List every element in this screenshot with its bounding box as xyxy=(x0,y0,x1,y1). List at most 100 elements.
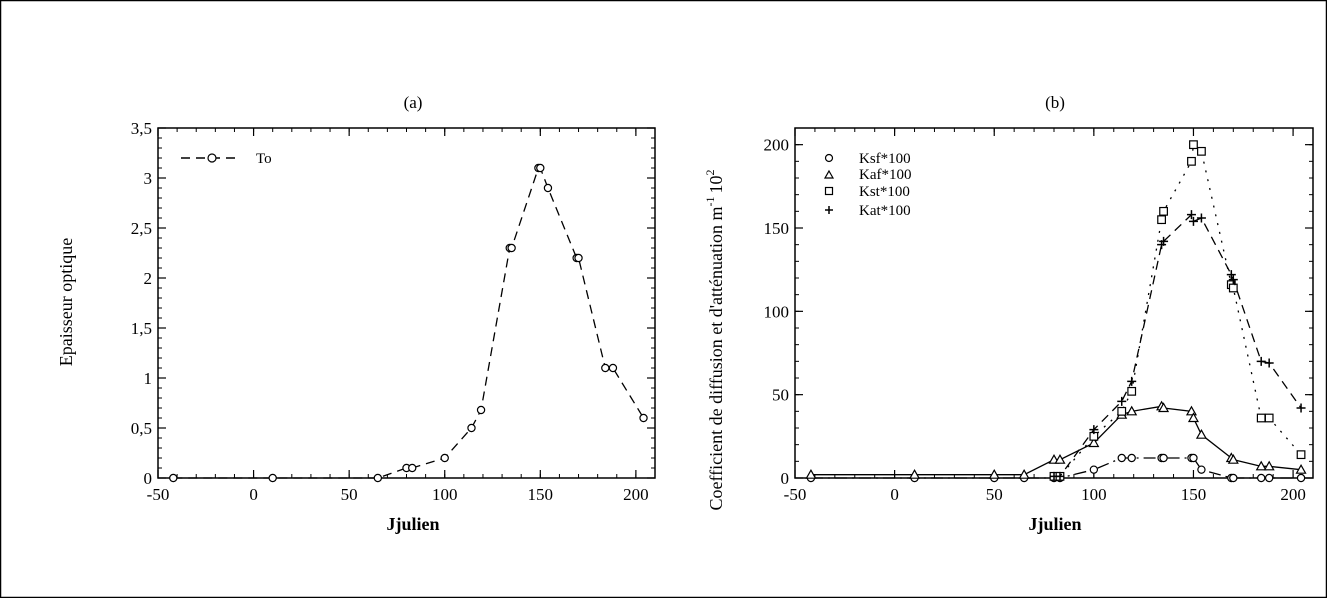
y-tick-label-a: 1 xyxy=(144,369,153,388)
chart-b-y-axis-title: Coefficient de diffusion et d'atténuatio… xyxy=(703,169,726,510)
data-point-ksf-100 xyxy=(1256,473,1266,483)
data-point-kat-100 xyxy=(1264,358,1274,368)
data-point-kaf-100 xyxy=(1195,428,1207,439)
y-tick-label-a: 2 xyxy=(144,269,153,288)
data-point-kaf-100 xyxy=(1018,468,1030,479)
data-point-to xyxy=(601,363,610,373)
data-point-kaf-100 xyxy=(988,468,1000,479)
data-point-ksf-100 xyxy=(1189,453,1198,463)
y-tick-label-b: 100 xyxy=(764,302,790,321)
data-point-kaf-100 xyxy=(1126,405,1138,416)
y-tick-label-b: 200 xyxy=(764,136,790,155)
legend-label-kat: Kat*100 xyxy=(859,203,911,219)
data-point-kaf-100 xyxy=(909,468,921,479)
data-point-kst-100 xyxy=(1296,450,1306,460)
data-point-to xyxy=(639,413,648,423)
legend-marker-to xyxy=(207,153,217,163)
data-point-to xyxy=(536,163,545,173)
data-point-kaf-100 xyxy=(805,468,817,479)
data-point-ksf-100 xyxy=(1296,473,1306,483)
y-tick-label-b: 0 xyxy=(781,469,790,488)
x-tick-label-a: 100 xyxy=(432,485,458,504)
legend-label-to: To xyxy=(256,151,272,167)
legend-marker-kaf xyxy=(823,169,835,179)
data-point-ksf-100 xyxy=(1127,453,1136,463)
y-tick-label-b: 50 xyxy=(772,386,789,405)
y-tick-label-b: 150 xyxy=(764,219,790,238)
chart-panel-b: (b) Jjulien Coefficient de diffusion et … xyxy=(703,93,1314,534)
x-tick-label-b: 100 xyxy=(1081,485,1107,504)
data-point-kst-100 xyxy=(1228,283,1238,293)
x-tick-label-b: 0 xyxy=(890,485,899,504)
data-point-kst-100 xyxy=(1256,413,1266,423)
y-tick-label-a: 0,5 xyxy=(131,419,152,438)
chart-a-y-axis-title: Epaisseur optique xyxy=(56,238,76,366)
data-point-kaf-100 xyxy=(1255,460,1267,471)
data-point-to xyxy=(507,243,516,253)
data-point-kat-100 xyxy=(1196,213,1206,223)
data-point-kst-100 xyxy=(1127,386,1137,396)
x-tick-label-b: 50 xyxy=(986,485,1003,504)
chart-b-y-axis-title-sup-a: -1 xyxy=(703,196,717,206)
data-point-kat-100 xyxy=(1055,471,1065,481)
data-point-ksf-100 xyxy=(1229,473,1238,483)
chart-b-y-axis-title-main: Coefficient de diffusion et d'atténuatio… xyxy=(706,206,726,510)
data-point-kaf-100 xyxy=(1263,460,1275,471)
x-tick-label-b: 150 xyxy=(1181,485,1207,504)
data-point-kaf-100 xyxy=(1295,463,1307,474)
x-tick-label-a: 200 xyxy=(623,485,649,504)
data-point-ksf-100 xyxy=(1117,453,1126,463)
chart-a-x-axis-title: Jjulien xyxy=(386,514,439,534)
data-point-kat-100 xyxy=(1226,270,1236,280)
data-point-kst-100 xyxy=(1157,215,1166,225)
legend-label-ksf: Ksf*100 xyxy=(859,151,911,167)
data-point-to xyxy=(467,423,476,433)
data-point-kat-100 xyxy=(1159,236,1169,246)
data-point-ksf-100 xyxy=(1159,453,1168,463)
data-point-to xyxy=(440,453,449,463)
legend-label-kaf: Kaf*100 xyxy=(859,167,912,183)
data-point-kaf-100 xyxy=(1187,412,1199,423)
y-tick-label-a: 0 xyxy=(144,469,153,488)
chart-b-legend: Ksf*100 Kaf*100 Kst*100 Kat*100 xyxy=(823,151,912,219)
data-point-kaf-100 xyxy=(1088,437,1100,448)
data-point-to xyxy=(408,463,417,473)
data-point-to xyxy=(608,363,618,373)
data-point-kat-100 xyxy=(1256,356,1266,366)
data-point-kat-100 xyxy=(1117,396,1127,406)
chart-a-title: (a) xyxy=(404,93,423,112)
data-point-kat-100 xyxy=(1228,275,1238,285)
data-point-kst-100 xyxy=(1159,206,1168,216)
data-point-kat-100 xyxy=(1186,210,1196,220)
y-tick-label-a: 1,5 xyxy=(131,319,152,338)
chart-b-title: (b) xyxy=(1045,93,1065,112)
data-point-kst-100 xyxy=(1117,406,1127,416)
x-tick-label-b: -50 xyxy=(784,485,807,504)
x-tick-label-a: 150 xyxy=(528,485,554,504)
data-point-kst-100 xyxy=(1189,140,1198,150)
data-point-kat-100 xyxy=(1296,403,1306,413)
x-tick-label-a: -50 xyxy=(147,485,170,504)
data-point-ksf-100 xyxy=(1197,465,1206,474)
x-tick-label-a: 50 xyxy=(341,485,358,504)
legend-marker-kat xyxy=(825,206,833,214)
data-point-ksf-100 xyxy=(1264,473,1274,483)
y-tick-label-a: 3,5 xyxy=(131,119,152,138)
chart-panel-a: (a) Jjulien Epaisseur optique To -50 0 50 1… xyxy=(56,93,656,534)
data-point-kat-100 xyxy=(1127,376,1137,386)
data-point-kat-100 xyxy=(1188,216,1198,226)
legend-marker-kst xyxy=(824,186,834,196)
y-tick-label-a: 2,5 xyxy=(131,219,152,238)
data-point-to xyxy=(543,183,553,193)
legend-label-kst: Kst*100 xyxy=(859,184,910,200)
data-point-kaf-100 xyxy=(1158,402,1170,413)
data-point-kaf-100 xyxy=(1054,453,1066,464)
chart-b-y-axis-title-sup-b: 2 xyxy=(703,169,717,175)
data-point-to xyxy=(476,405,486,415)
data-point-to xyxy=(268,473,277,483)
y-tick-label-a: 3 xyxy=(144,169,153,188)
data-point-kst-100 xyxy=(1187,156,1196,166)
data-point-to xyxy=(574,253,583,263)
